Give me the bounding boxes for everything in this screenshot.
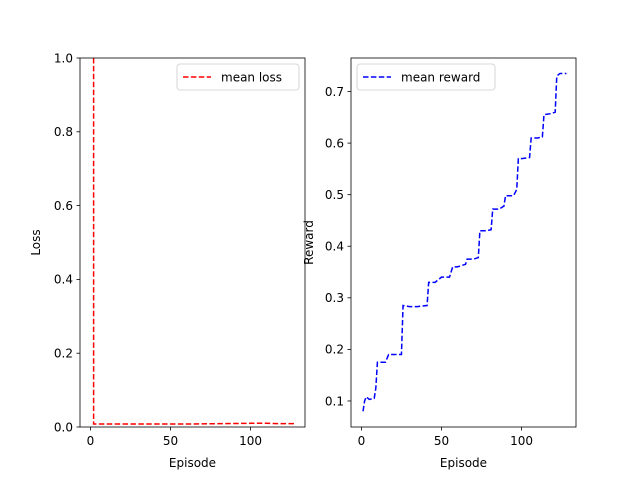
reward-y-tick-label: 0.2	[325, 343, 344, 357]
loss-y-tick-label: 0.2	[54, 347, 73, 361]
loss-series	[92, 58, 296, 425]
reward-y-tick-label: 0.6	[325, 136, 344, 150]
reward-y-tick-label: 0.4	[325, 240, 344, 254]
loss-series-line-0	[92, 58, 296, 425]
reward-legend-label: mean reward	[401, 70, 480, 84]
reward-x-axis-label: Episode	[440, 456, 487, 470]
reward-chart: 0 50 100 0.1 0.2 0.3 0.4 0.5 0.6 0.7 Episode Rew…	[302, 57, 577, 470]
loss-legend-box	[176, 63, 300, 91]
reward-y-tick-label: 0.1	[325, 394, 344, 408]
loss-x-tick-label: 0	[87, 434, 95, 448]
reward-chart-frame	[350, 57, 577, 428]
loss-chart-frame	[79, 57, 306, 428]
reward-y-tick-label: 0.3	[325, 291, 344, 305]
loss-y-tick-label: 0.8	[54, 125, 73, 139]
reward-y-axis-label: Reward	[302, 220, 316, 265]
loss-y-tick-label: 0.6	[54, 199, 73, 213]
reward-x-tick-label: 50	[434, 434, 449, 448]
loss-y-ticks: 0.0 0.2 0.4 0.6 0.8 1.0	[54, 51, 80, 434]
loss-legend: mean loss	[176, 63, 300, 91]
reward-series-line-0	[362, 72, 567, 412]
reward-y-tick-label: 0.7	[325, 85, 344, 99]
loss-chart: 0 50 100 0.0 0.2 0.4 0.6 0.8 1.0 Episode Loss m…	[29, 51, 306, 470]
loss-legend-label: mean loss	[221, 70, 282, 84]
reward-legend-box	[356, 63, 496, 91]
loss-x-tick-label: 100	[239, 434, 262, 448]
loss-x-ticks: 0 50 100	[87, 427, 262, 448]
loss-y-tick-label: 0.0	[54, 420, 73, 434]
reward-x-ticks: 0 50 100	[358, 427, 533, 448]
reward-y-ticks: 0.1 0.2 0.3 0.4 0.5 0.6 0.7	[325, 85, 351, 408]
loss-y-tick-label: 0.4	[54, 273, 73, 287]
loss-x-tick-label: 50	[163, 434, 178, 448]
loss-y-axis-label: Loss	[29, 229, 43, 255]
reward-legend: mean reward	[356, 63, 496, 91]
loss-x-axis-label: Episode	[169, 456, 216, 470]
loss-y-tick-label: 1.0	[54, 51, 73, 65]
reward-series	[362, 72, 567, 412]
reward-x-tick-label: 0	[358, 434, 366, 448]
reward-x-tick-label: 100	[510, 434, 533, 448]
reward-y-tick-label: 0.5	[325, 188, 344, 202]
